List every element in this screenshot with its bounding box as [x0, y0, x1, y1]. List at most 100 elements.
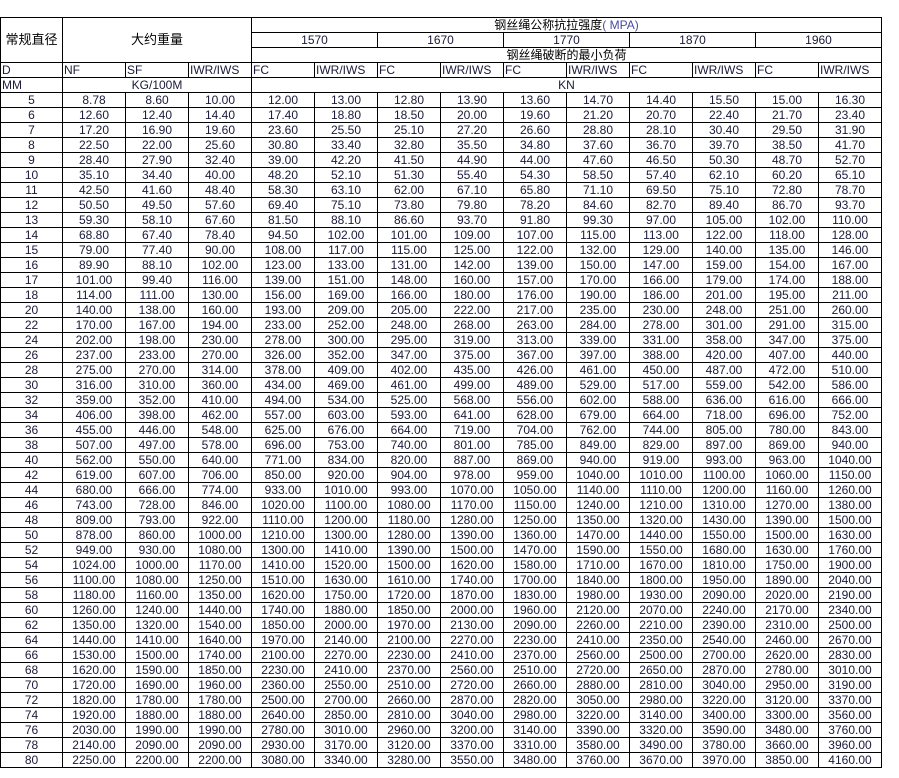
value-cell: 1240.00: [125, 602, 189, 618]
value-cell: 1280.00: [440, 512, 504, 528]
value-cell: 90.00: [188, 242, 252, 258]
value-cell: 291.00: [755, 317, 819, 333]
value-cell: 461.00: [377, 377, 441, 393]
value-cell: 35.50: [440, 137, 504, 153]
value-cell: 2070.00: [629, 602, 693, 618]
value-cell: 2360.00: [251, 677, 315, 693]
value-cell: 48.20: [251, 167, 315, 183]
value-cell: 450.00: [629, 362, 693, 378]
value-cell: 2030.00: [62, 722, 126, 738]
value-cell: 123.00: [251, 257, 315, 273]
value-cell: 793.00: [125, 512, 189, 528]
table-row: 52 949.00 930.00 1080.00 1300.00 1410.00 1390.…: [0, 542, 882, 558]
value-cell: 211.00: [818, 287, 882, 303]
strength-1770: 1770: [503, 32, 630, 48]
value-cell: 1390.00: [440, 527, 504, 543]
value-cell: 270.00: [125, 362, 189, 378]
value-cell: 949.00: [62, 542, 126, 558]
value-cell: 3320.00: [629, 722, 693, 738]
value-cell: 1440.00: [629, 527, 693, 543]
column-header: IWR/IWS: [818, 62, 882, 78]
value-cell: 1050.00: [503, 482, 567, 498]
table-row: 46 743.00 728.00 846.00 1020.00 1100.00 1080.0…: [0, 497, 882, 513]
value-cell: 93.70: [440, 212, 504, 228]
value-cell: 101.00: [62, 272, 126, 288]
table-row: 11 42.50 41.60 48.40 58.30 63.10 62.00 67.10 65.…: [0, 182, 882, 198]
value-cell: 32.80: [377, 137, 441, 153]
value-cell: 125.00: [440, 242, 504, 258]
value-cell: 367.00: [503, 347, 567, 363]
value-cell: 131.00: [377, 257, 441, 273]
value-cell: 156.00: [251, 287, 315, 303]
value-cell: 1540.00: [188, 617, 252, 633]
value-cell: 169.00: [314, 287, 378, 303]
value-cell: 12.00: [251, 92, 315, 108]
weight-header: 大约重量: [62, 17, 252, 63]
table-row: 22 170.00 167.00 194.00 233.00 252.00 248.00 26…: [0, 317, 882, 333]
diameter-cell: 62: [0, 617, 63, 633]
column-header: FC: [755, 62, 819, 78]
value-cell: 79.80: [440, 197, 504, 213]
value-cell: 3760.00: [818, 722, 882, 738]
value-cell: 301.00: [692, 317, 756, 333]
value-cell: 904.00: [377, 467, 441, 483]
table-row: 12 50.50 49.50 57.60 69.40 75.10 73.80 79.80 78.…: [0, 197, 882, 213]
value-cell: 50.30: [692, 152, 756, 168]
value-cell: 94.50: [251, 227, 315, 243]
value-cell: 887.00: [440, 452, 504, 468]
value-cell: 1360.00: [503, 527, 567, 543]
value-cell: 940.00: [818, 437, 882, 453]
value-cell: 666.00: [125, 482, 189, 498]
value-cell: 359.00: [62, 392, 126, 408]
value-cell: 352.00: [125, 392, 189, 408]
value-cell: 2810.00: [377, 707, 441, 723]
value-cell: 2650.00: [629, 662, 693, 678]
value-cell: 1300.00: [251, 542, 315, 558]
value-cell: 14.40: [629, 92, 693, 108]
diameter-cell: 28: [0, 362, 63, 378]
value-cell: 99.30: [566, 212, 630, 228]
diameter-cell: 74: [0, 707, 63, 723]
value-cell: 41.50: [377, 152, 441, 168]
value-cell: 22.50: [62, 137, 126, 153]
value-cell: 3390.00: [566, 722, 630, 738]
value-cell: 578.00: [188, 437, 252, 453]
value-cell: 69.50: [629, 182, 693, 198]
value-cell: 1890.00: [755, 572, 819, 588]
value-cell: 435.00: [440, 362, 504, 378]
value-cell: 641.00: [440, 407, 504, 423]
value-cell: 744.00: [629, 422, 693, 438]
value-cell: 2950.00: [755, 677, 819, 693]
value-cell: 2270.00: [314, 647, 378, 663]
value-cell: 3080.00: [251, 752, 315, 768]
value-cell: 494.00: [251, 392, 315, 408]
table-row: 38 507.00 497.00 578.00 696.00 753.00 740.00 80…: [0, 437, 882, 453]
diameter-cell: 32: [0, 392, 63, 408]
value-cell: 2500.00: [629, 647, 693, 663]
value-cell: 23.60: [251, 122, 315, 138]
value-cell: 2700.00: [314, 692, 378, 708]
column-header: IWR/IWS: [314, 62, 378, 78]
value-cell: 1580.00: [503, 557, 567, 573]
value-cell: 2350.00: [629, 632, 693, 648]
value-cell: 680.00: [62, 482, 126, 498]
value-cell: 562.00: [62, 452, 126, 468]
diameter-cell: 9: [0, 152, 63, 168]
diameter-header: 常规直径: [0, 17, 63, 63]
value-cell: 1740.00: [188, 647, 252, 663]
value-cell: 2310.00: [755, 617, 819, 633]
table-row: 58 1180.00 1160.00 1350.00 1620.00 1750.00 172…: [0, 587, 882, 603]
value-cell: 1250.00: [503, 512, 567, 528]
value-cell: 2100.00: [377, 632, 441, 648]
value-cell: 740.00: [377, 437, 441, 453]
value-cell: 2540.00: [692, 632, 756, 648]
value-cell: 2500.00: [818, 617, 882, 633]
value-cell: 122.00: [692, 227, 756, 243]
value-cell: 72.80: [755, 182, 819, 198]
table-row: 68 1620.00 1590.00 1850.00 2230.00 2410.00 237…: [0, 662, 882, 678]
value-cell: 378.00: [251, 362, 315, 378]
value-cell: 1000.00: [125, 557, 189, 573]
value-cell: 115.00: [377, 242, 441, 258]
value-cell: 1160.00: [755, 482, 819, 498]
value-cell: 195.00: [755, 287, 819, 303]
